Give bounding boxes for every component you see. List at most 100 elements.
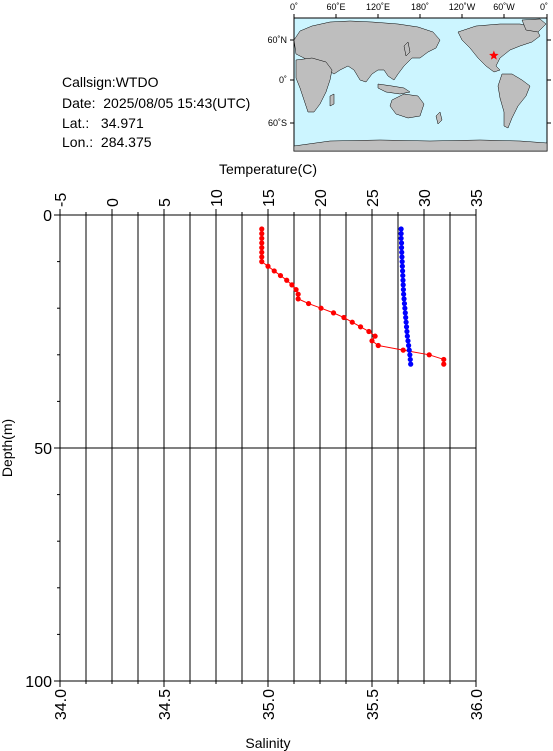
salinity-data-point (403, 324, 410, 330)
map-tick-180: 180˚ (411, 2, 429, 12)
temperature-tick-label: 0 (105, 198, 122, 207)
temperature-data-point (289, 282, 295, 288)
temperature-data-point (259, 231, 265, 237)
salinity-data-point (407, 352, 413, 358)
salinity-data-point (398, 245, 405, 251)
temperature-data-point (305, 300, 312, 307)
temperature-data-point (284, 277, 290, 283)
temperature-data-point (349, 319, 355, 325)
map-tick-60w: 60˚W (493, 2, 515, 12)
temperature-data-point (295, 291, 301, 297)
map-left-tick-labels: 60˚N 0˚ 60˚S (267, 35, 287, 128)
temperature-data-point (259, 226, 265, 232)
temperature-data-point (441, 356, 447, 363)
temperature-data-point (259, 235, 265, 241)
map-tick-60e: 60˚E (326, 2, 345, 12)
lon-value: 284.375 (100, 134, 152, 150)
map-tick-60s: 60˚S (268, 118, 287, 128)
temperature-data-point (341, 314, 347, 321)
temperature-profile-line (261, 228, 445, 365)
salinity-axis: 34.0 34.5 35.0 35.5 36.0 (53, 681, 486, 720)
depth-tick-label: 100 (25, 674, 52, 691)
map-tick-0: 0˚ (290, 2, 298, 12)
salinity-data-point (399, 249, 405, 255)
map-tick-120w: 120˚W (449, 2, 476, 12)
salinity-data-point (408, 361, 414, 367)
salinity-data-point (400, 282, 406, 288)
salinity-data-point (398, 240, 405, 246)
date-label: Date: (62, 95, 96, 111)
temperature-data-point (426, 352, 432, 358)
lat-label: Lat.: (62, 115, 90, 131)
date-value: 2025/08/05 15:43(UTC) (103, 95, 251, 111)
salinity-tick-label: 36.0 (469, 689, 486, 720)
temperature-data-point (259, 245, 265, 251)
lat-line: Lat.: 34.971 (62, 115, 144, 131)
salinity-data-point (399, 259, 405, 265)
temperature-tick-label: 35 (469, 189, 486, 207)
temperature-data-point (330, 310, 337, 316)
world-map: 0˚ 60˚E 120˚E 180˚ 120˚W 60˚W 0˚ 60˚N 0˚… (267, 2, 551, 152)
map-tick-60n: 60˚N (267, 35, 287, 45)
salinity-data-point (401, 291, 407, 297)
map-tick-eq: 0˚ (279, 75, 287, 85)
temperature-data-point (441, 361, 447, 367)
temperature-data-point (271, 268, 277, 274)
depth-axis-label: Depth(m) (0, 419, 15, 477)
temperature-tick-label: 10 (209, 189, 226, 207)
salinity-data-point (402, 310, 408, 316)
salinity-data-point (399, 263, 405, 269)
callsign-line: Callsign:WTDO (62, 74, 158, 90)
temperature-data-point (265, 263, 271, 269)
salinity-data-point (405, 338, 411, 344)
temperature-axis-label: Temperature(C) (219, 161, 317, 177)
salinity-data-point (400, 277, 406, 283)
temperature-data-point (295, 296, 301, 302)
lon-line: Lon.: 284.375 (62, 134, 152, 150)
station-marker (489, 50, 499, 60)
salinity-axis-label: Salinity (245, 735, 290, 751)
salinity-data-point (404, 333, 410, 339)
temperature-tick-label: -5 (53, 193, 70, 207)
depth-tick-label: 0 (43, 208, 52, 225)
temperature-data-point (277, 272, 284, 279)
callsign-label: Callsign: (62, 74, 116, 90)
temperature-tick-label: 20 (313, 189, 330, 207)
date-line: Date: 2025/08/05 15:43(UTC) (62, 95, 250, 111)
depth-tick-label: 50 (34, 441, 52, 458)
temperature-tick-label: 30 (417, 189, 434, 207)
salinity-data-point (404, 328, 410, 335)
temperature-tick-label: 15 (261, 189, 278, 207)
salinity-data-point (402, 305, 408, 311)
salinity-data-point (398, 235, 404, 241)
callsign-value: WTDO (115, 74, 159, 90)
temperature-data-point (259, 249, 265, 255)
data-series (259, 226, 447, 367)
map-tick-0-end: 0˚ (540, 2, 548, 12)
salinity-tick-label: 34.5 (157, 689, 174, 720)
station-star-icon (489, 50, 499, 60)
temperature-data-point (259, 240, 265, 246)
salinity-data-point (403, 314, 409, 321)
temperature-data-point (375, 342, 381, 349)
lon-label: Lon.: (62, 134, 94, 150)
map-land (293, 18, 548, 152)
map-tick-120e: 120˚E (366, 2, 390, 12)
salinity-data-point (401, 300, 408, 307)
profile-chart: -5 0 5 10 15 20 25 30 35 34.0 34.5 35.0 35.5 36.0 05… (0, 161, 486, 751)
temperature-data-point (372, 333, 378, 339)
salinity-data-point (401, 296, 407, 302)
map-frame-ticks (290, 14, 551, 124)
temperature-tick-label: 5 (157, 198, 174, 207)
temperature-data-point (259, 259, 265, 265)
salinity-data-point (398, 231, 404, 237)
temperature-data-point (259, 254, 265, 260)
temperature-tick-label: 25 (365, 189, 382, 207)
salinity-tick-label: 34.0 (53, 689, 70, 720)
salinity-data-point (400, 286, 407, 293)
salinity-data-point (400, 272, 406, 279)
salinity-data-point (406, 347, 412, 353)
temperature-data-point (400, 347, 406, 353)
salinity-tick-label: 35.0 (261, 689, 278, 720)
